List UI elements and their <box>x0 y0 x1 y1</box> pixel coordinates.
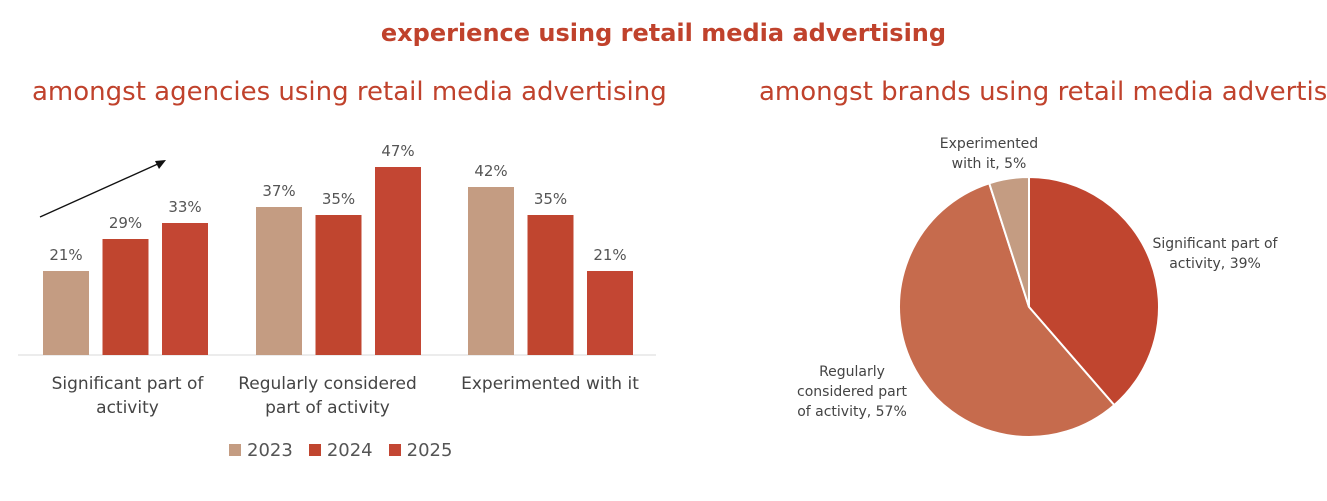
bar-chart: 21% 37% 42% 29% 35% 35% 33% 47% 21% <box>18 142 656 356</box>
legend-label: 2025 <box>406 439 453 461</box>
trend-arrow <box>39 160 166 218</box>
legend-item-2025: 2025 <box>388 439 453 461</box>
bar-2025-2 <box>375 167 421 355</box>
legend-swatch <box>308 444 321 456</box>
legend-item-2024: 2024 <box>308 439 373 461</box>
legend-label: 2023 <box>247 439 293 461</box>
bar-series-group: 21% 37% 42% 29% 35% 35% 33% 47% 21% <box>43 142 633 355</box>
legend-item-2023: 2023 <box>229 440 293 461</box>
legend-swatch <box>388 444 401 456</box>
bar-2025-1 <box>162 223 208 355</box>
bar-2024-2 <box>315 215 362 355</box>
bar-category-label: Significant part of activity <box>51 374 204 418</box>
legend-swatch <box>229 444 241 456</box>
bar-category-label: Experimented with it <box>461 374 639 394</box>
page-title: experience using retail media advertisin… <box>380 19 947 47</box>
bar-data-label: 47% <box>381 142 414 160</box>
bar-chart-legend: 2023 2024 2025 <box>229 437 468 463</box>
bar-2024-3 <box>527 215 574 355</box>
trend-arrow-head <box>155 160 166 169</box>
bar-data-label: 37% <box>262 182 295 200</box>
bar-category-label: Regularly considered part of activity <box>238 374 417 418</box>
bar-chart-title: amongst agencies using retail media adve… <box>32 77 667 107</box>
pie-slice-1 <box>1028 175 1160 407</box>
pie-chart <box>898 175 1160 438</box>
pie-slice-3 <box>987 175 1030 308</box>
pie-label-significant: Significant part of activity, 39% <box>1152 236 1278 272</box>
pie-label-regularly: Regularly considered part of activity, 5… <box>797 364 907 420</box>
bar-data-label: 35% <box>534 190 567 208</box>
bar-data-label: 33% <box>168 198 201 216</box>
pie-slice-2 <box>898 181 1116 438</box>
legend-label: 2024 <box>326 439 373 461</box>
bar-data-label: 35% <box>322 190 355 208</box>
pie-chart-title: amongst brands using retail media advert… <box>759 77 1327 107</box>
bar-data-label: 29% <box>109 214 142 232</box>
bar-data-label: 21% <box>593 246 626 264</box>
bar-data-label: 21% <box>49 246 82 264</box>
pie-label-experimented: Experimented with it, 5% <box>939 136 1039 172</box>
bar-2024-1 <box>102 239 149 355</box>
bar-data-label: 42% <box>474 162 507 180</box>
trend-arrow-line <box>39 162 161 218</box>
bar-2023-3 <box>468 187 514 355</box>
bar-2023-1 <box>43 271 89 355</box>
bar-2025-3 <box>587 271 633 355</box>
bar-2023-2 <box>256 207 302 355</box>
